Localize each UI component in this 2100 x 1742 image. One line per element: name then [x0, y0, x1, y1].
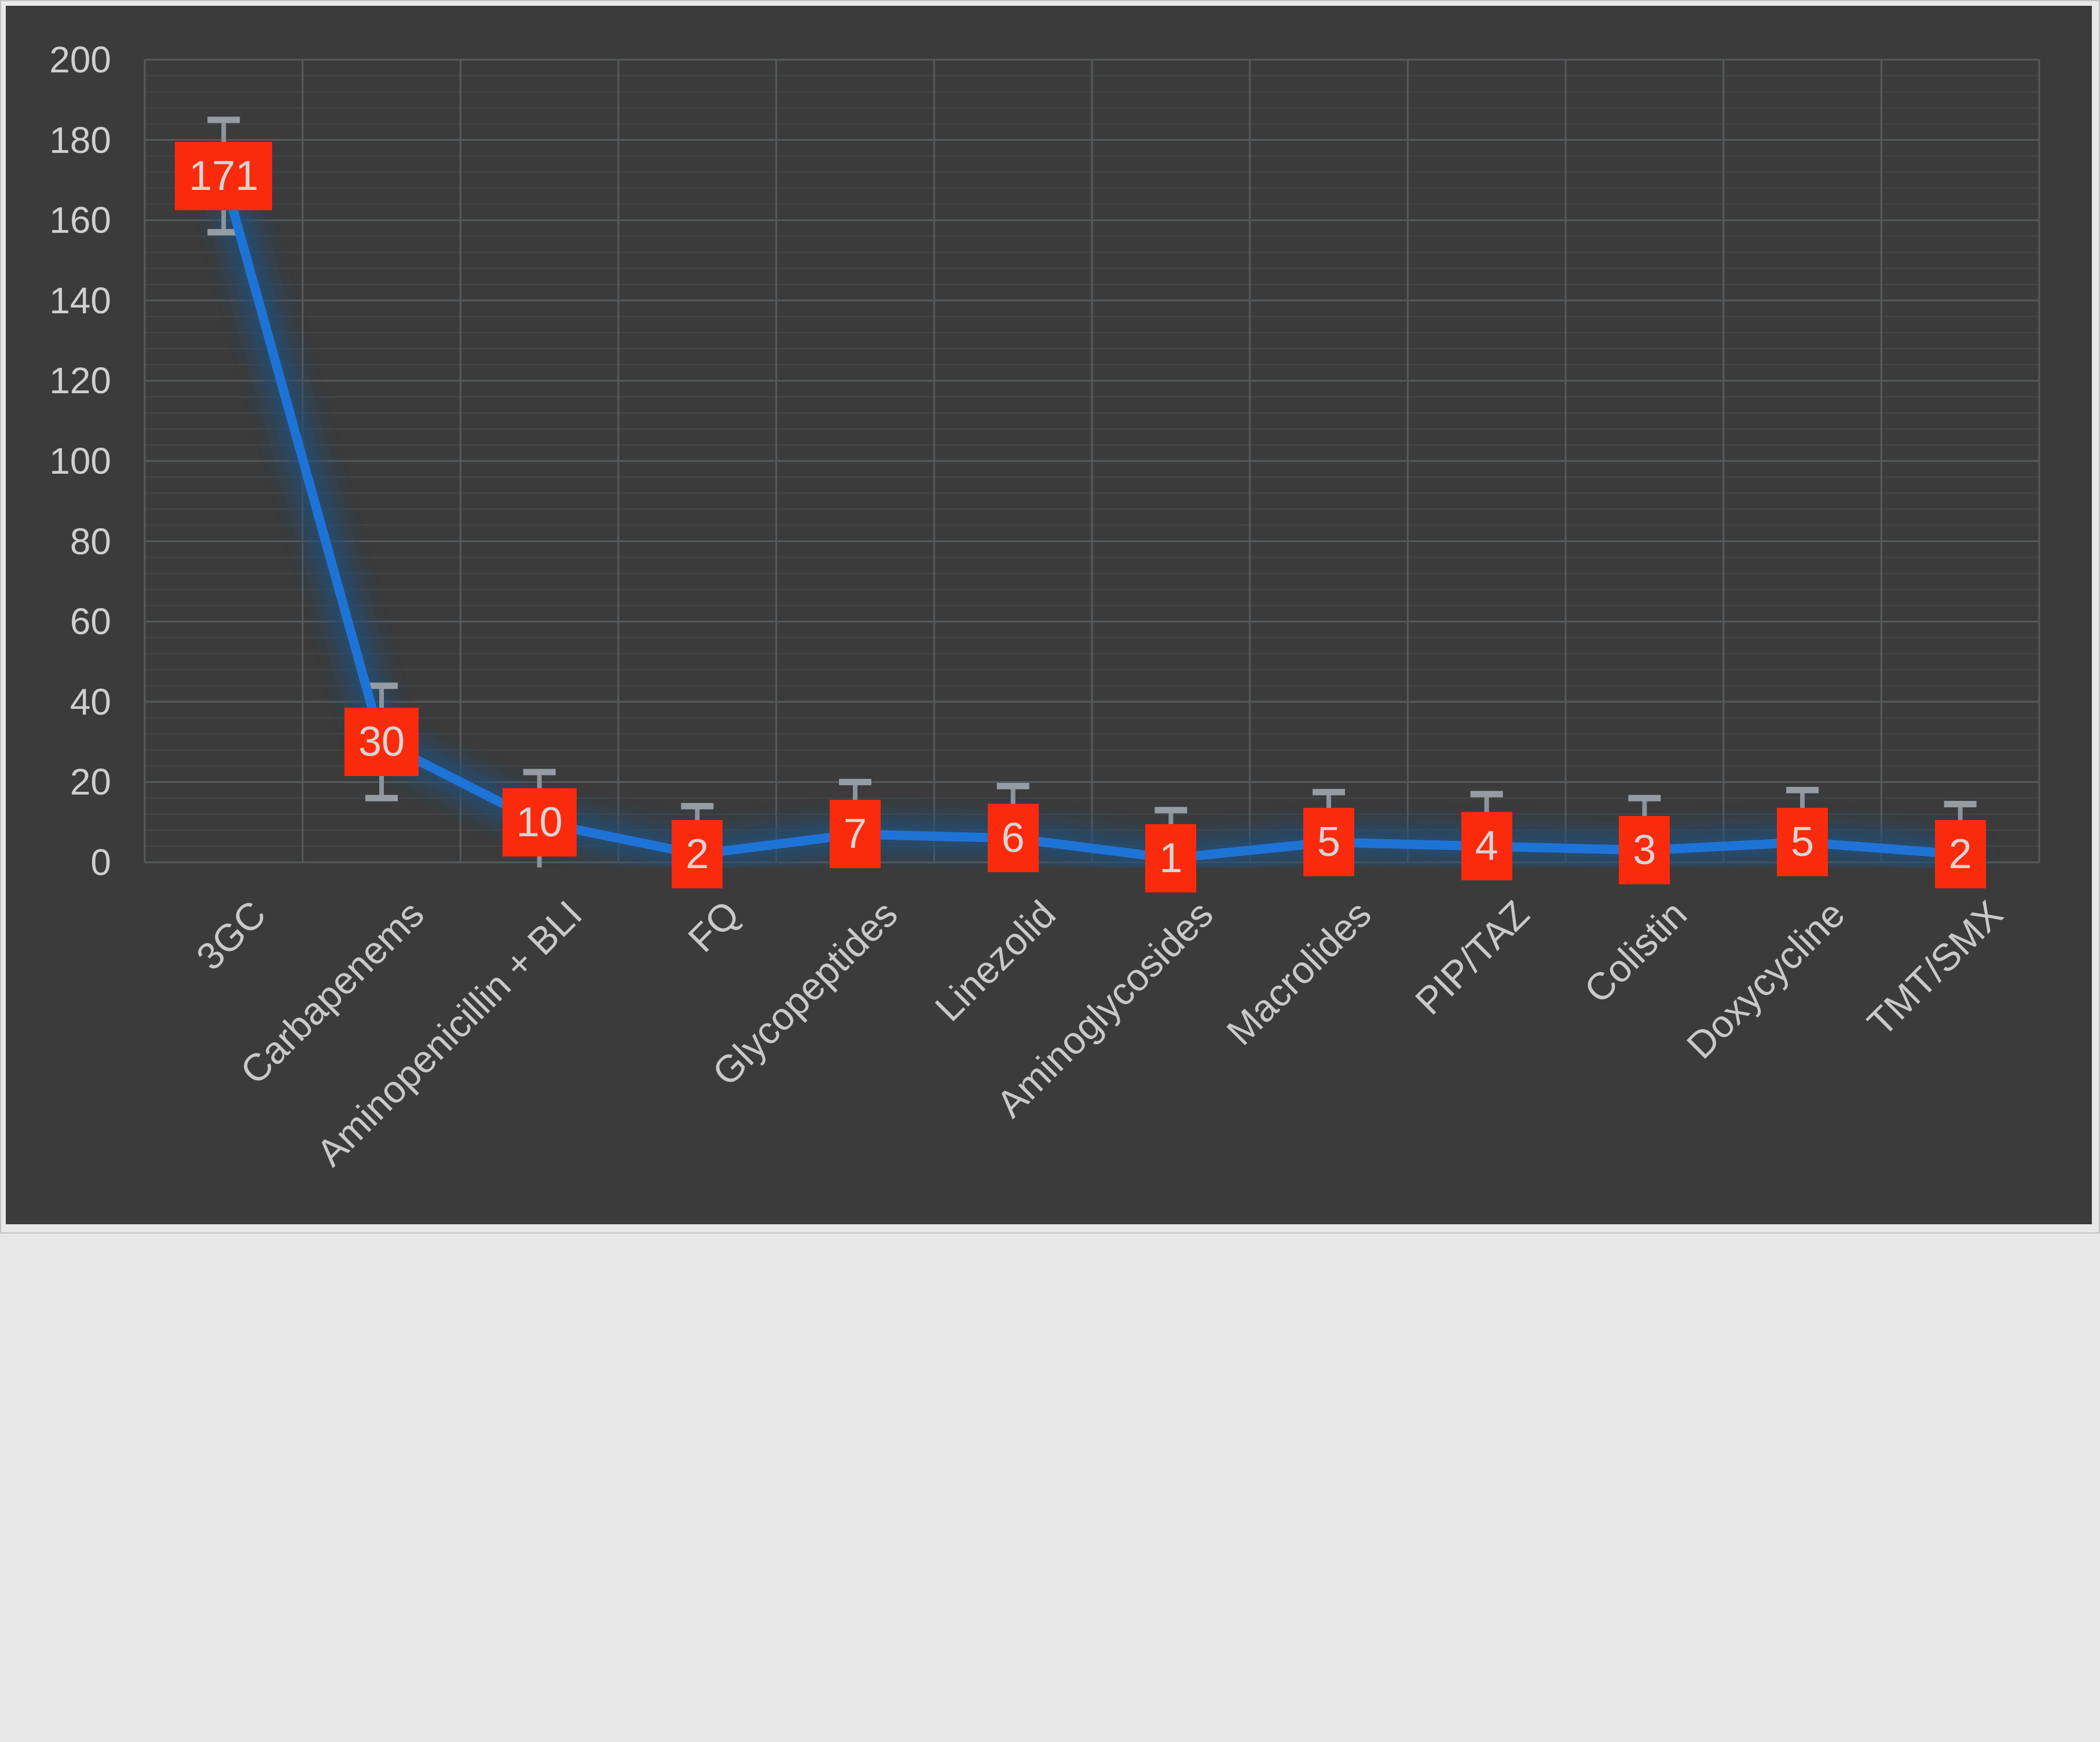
- y-tick-label: 100: [49, 440, 111, 482]
- data-label: 10: [502, 788, 577, 857]
- y-tick-label: 80: [69, 520, 111, 562]
- y-tick-label: 160: [49, 199, 111, 241]
- data-label: 5: [1776, 808, 1828, 877]
- data-label: 30: [344, 708, 419, 777]
- y-tick-label: 200: [49, 39, 111, 80]
- chart: 0 20 40 60 80 100 120 140 160 180 200 3GC Carbapene…: [6, 6, 2092, 1224]
- y-tick-label: 20: [69, 761, 111, 803]
- data-label: 6: [987, 804, 1039, 873]
- y-tick-label: 120: [49, 360, 111, 402]
- major-gridlines: [144, 58, 2040, 863]
- data-label: 3: [1619, 816, 1670, 885]
- data-label: 5: [1303, 808, 1355, 877]
- data-label: 2: [1934, 820, 1986, 889]
- data-label: 2: [672, 820, 723, 889]
- y-tick-label: 40: [69, 680, 111, 723]
- y-tick-label: 60: [69, 601, 111, 643]
- y-tick-label: 0: [90, 841, 111, 883]
- data-label: 1: [1145, 824, 1197, 893]
- data-label: 171: [175, 141, 273, 210]
- y-tick-label: 140: [49, 279, 111, 321]
- data-label: 7: [829, 800, 881, 869]
- data-label: 4: [1461, 812, 1512, 881]
- y-tick-label: 180: [49, 119, 111, 161]
